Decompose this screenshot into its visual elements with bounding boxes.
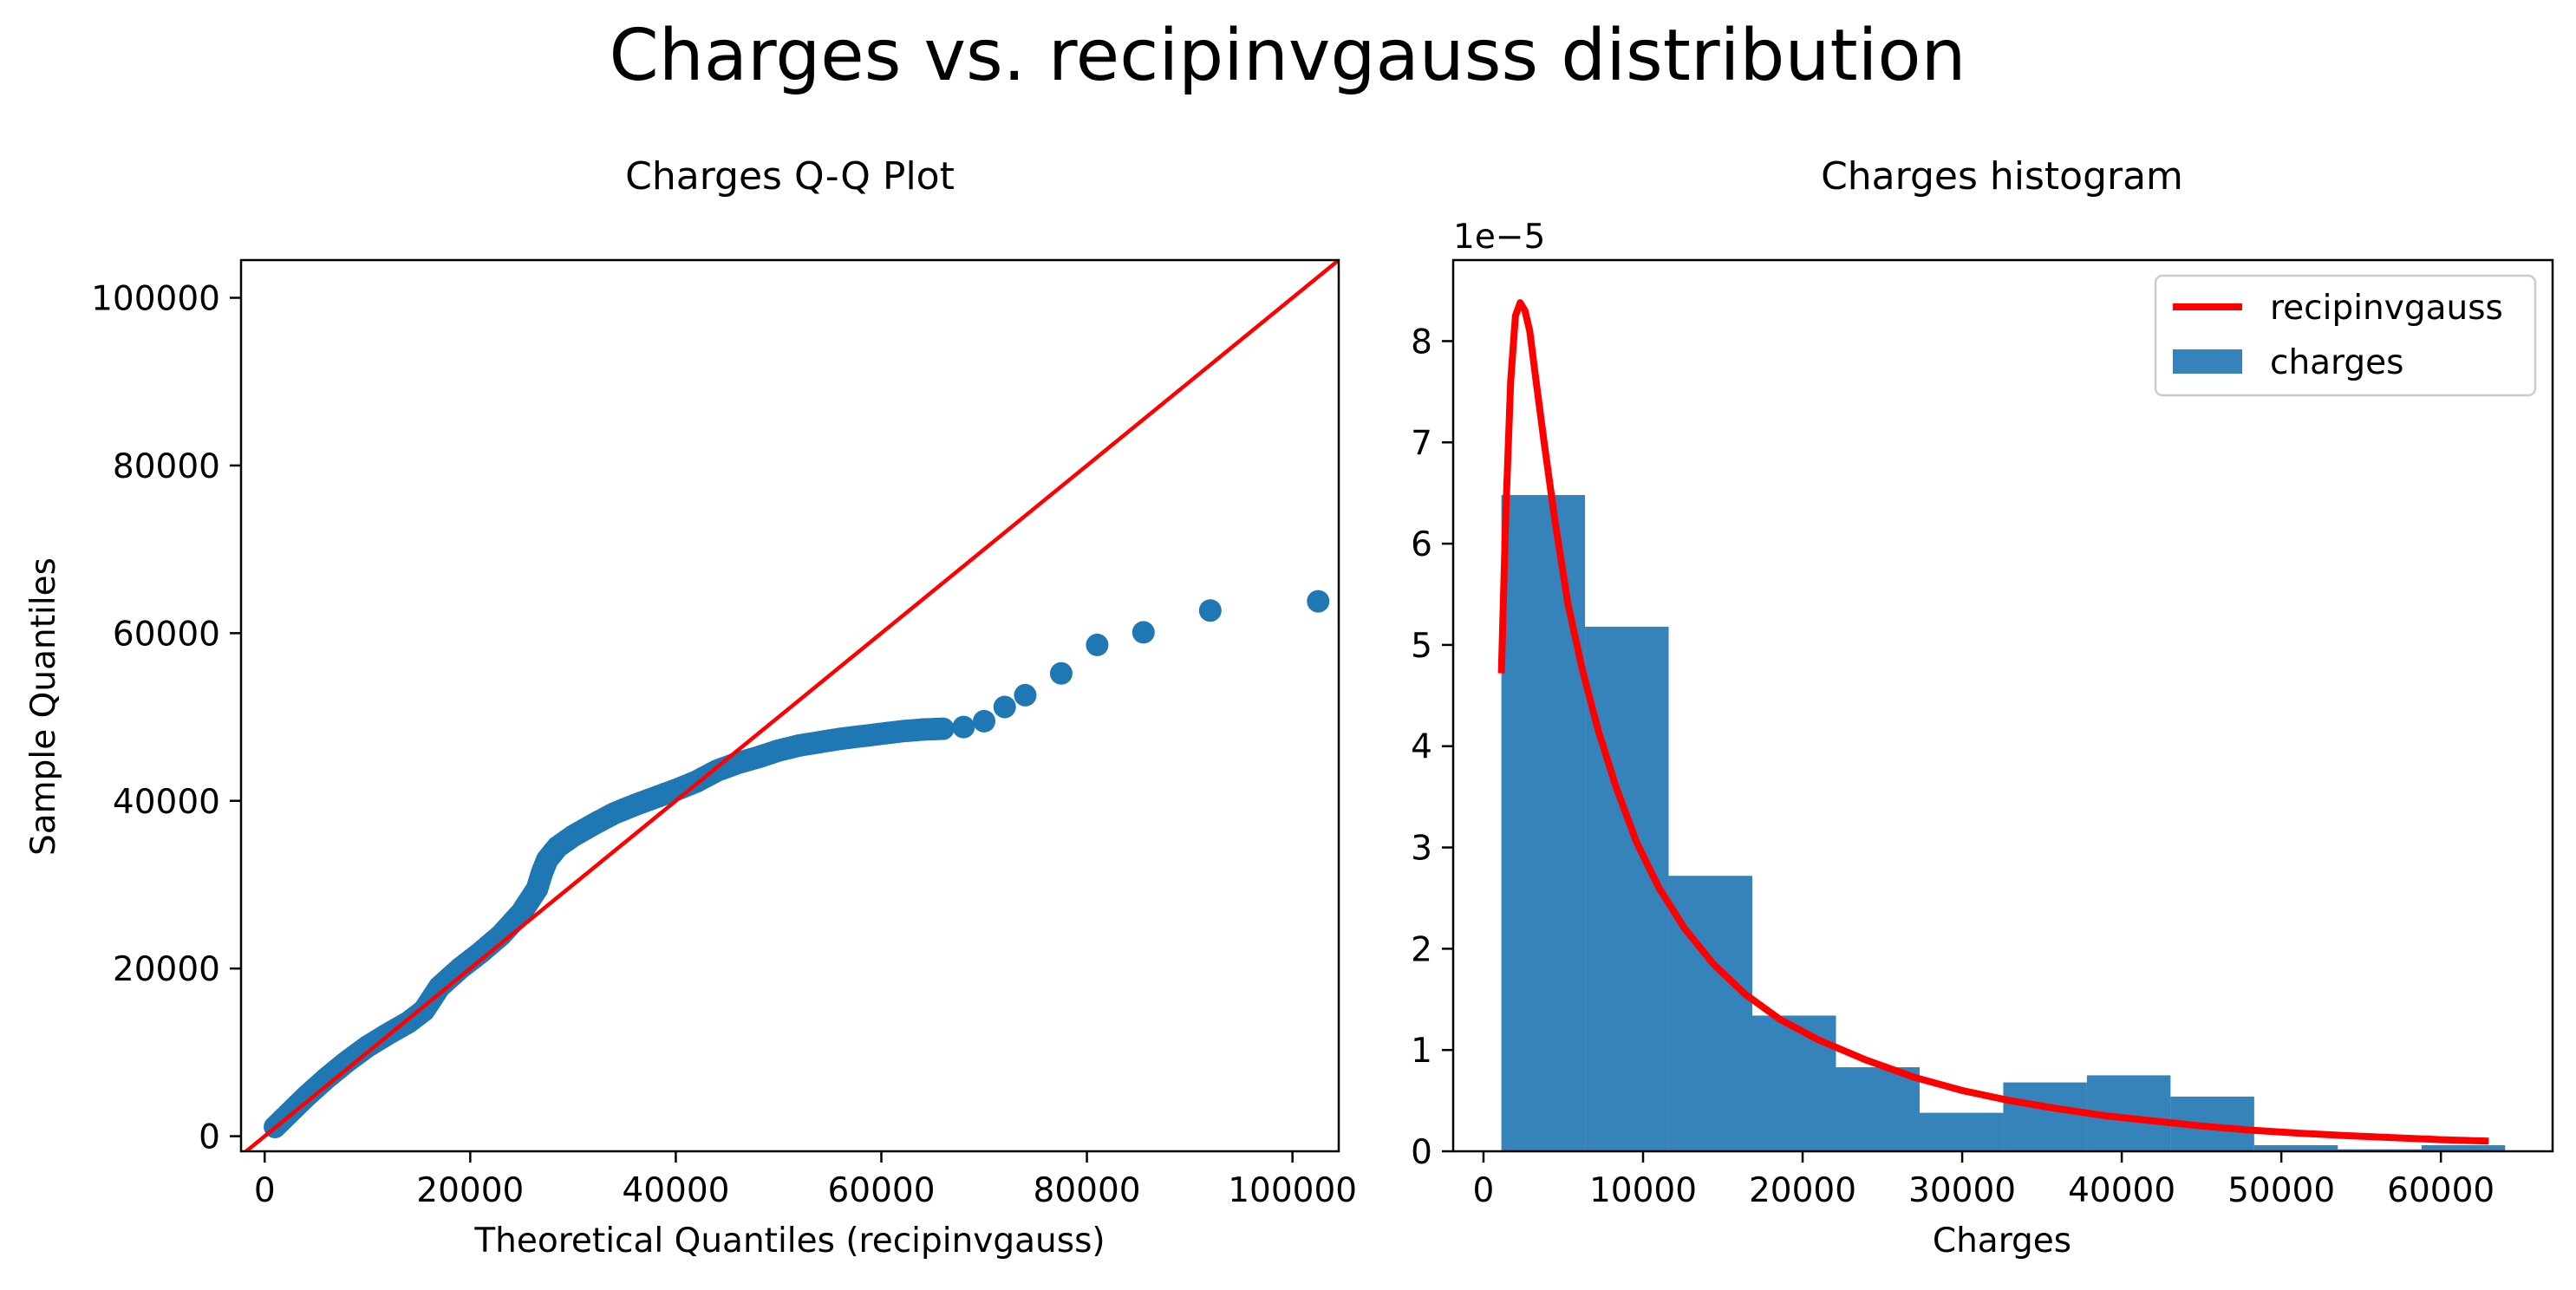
qq-plot-ylabel: Sample Quantiles — [24, 557, 63, 856]
legend-patch-swatch — [2173, 349, 2242, 374]
histogram-bar — [1585, 626, 1669, 1151]
histogram-axes: Charges histogram Charges 1e−5 0 10000 200… — [1411, 154, 2554, 1261]
qq-plot-xtick-label: 100000 — [1228, 1171, 1357, 1210]
qq-sample-point — [993, 695, 1016, 719]
histogram-ytick-label: 5 — [1411, 627, 1432, 666]
qq-plot-xtick-label: 80000 — [1034, 1171, 1141, 1210]
histogram-bar — [1752, 1015, 1836, 1151]
qq-plot-xtick-label: 20000 — [416, 1171, 524, 1210]
histogram-xlabel: Charges — [1933, 1222, 2071, 1261]
qq-plot-ytick-label: 80000 — [113, 447, 220, 486]
histogram-area — [1497, 299, 2506, 1151]
qq-sample-point — [952, 715, 975, 739]
histogram-xtick-label: 30000 — [1908, 1171, 2016, 1210]
legend-box — [2154, 274, 2537, 397]
qq-sample-point — [931, 717, 955, 740]
qq-sample-point — [1049, 661, 1073, 685]
histogram-ytick-label: 4 — [1411, 728, 1432, 767]
histogram-ytick-label: 7 — [1411, 424, 1432, 463]
legend-label: recipinvgauss — [2270, 289, 2503, 328]
histogram-xtick-label: 40000 — [2068, 1171, 2175, 1210]
histogram-frame — [1451, 258, 2554, 1153]
qq-plot-xtick-label: 40000 — [622, 1171, 729, 1210]
qq-plot-area — [243, 260, 1339, 1151]
histogram-bar — [1919, 1112, 2004, 1151]
histogram-ytick-label: 6 — [1411, 525, 1432, 564]
histogram-xtick-label: 50000 — [2227, 1171, 2335, 1210]
pdf-curve — [1497, 299, 2489, 1145]
histogram-scale-label: 1e−5 — [1453, 218, 1545, 257]
qq-plot-ytick-label: 100000 — [91, 280, 220, 319]
figure-suptitle: Charges vs. recipinvgauss distribution — [609, 15, 1966, 97]
qq-plot-xlabel: Theoretical Quantiles (recipinvgauss) — [473, 1222, 1105, 1261]
histogram-xtick-label: 20000 — [1749, 1171, 1856, 1210]
legend-label: charges — [2270, 343, 2403, 382]
qq-sample-point — [1131, 621, 1155, 644]
qq-sample-point — [1198, 599, 1222, 622]
qq-plot-axes: Charges Q-Q Plot Theoretical Quantiles (… — [24, 154, 1357, 1261]
qq-sample-point — [1307, 590, 1330, 613]
histogram-legend: recipinvgauss charges — [2154, 274, 2537, 397]
histogram-ytick-label: 1 — [1411, 1032, 1432, 1071]
histogram-xtick-label: 0 — [1473, 1171, 1495, 1210]
qq-plot-ytick-label: 20000 — [113, 950, 220, 989]
qq-sample-point — [1014, 683, 1037, 707]
histogram-bar — [2253, 1144, 2338, 1151]
histogram-ytick-label: 3 — [1411, 830, 1432, 869]
qq-sample-point — [1086, 633, 1109, 656]
histogram-bar — [2421, 1144, 2506, 1151]
qq-reference-line — [243, 260, 1339, 1151]
qq-plot-frame — [239, 258, 1340, 1153]
histogram-ytick-label: 0 — [1411, 1133, 1432, 1172]
qq-plot-title: Charges Q-Q Plot — [625, 154, 955, 199]
qq-plot-xtick-label: 0 — [254, 1171, 276, 1210]
qq-plot-ytick-label: 60000 — [113, 615, 220, 654]
qq-sample-point — [973, 709, 996, 733]
qq-plot-ytick-label: 0 — [199, 1118, 220, 1157]
qq-plot-ytick-label: 40000 — [113, 783, 220, 822]
histogram-title: Charges histogram — [1821, 154, 2183, 199]
histogram-ytick-label: 8 — [1411, 322, 1432, 362]
histogram-bar — [1501, 495, 1586, 1151]
histogram-xtick-label: 10000 — [1589, 1171, 1697, 1210]
histogram-xtick-label: 60000 — [2387, 1171, 2494, 1210]
histogram-ytick-label: 2 — [1411, 930, 1432, 969]
histogram-bar — [2003, 1082, 2087, 1151]
qq-plot-xtick-label: 60000 — [827, 1171, 935, 1210]
histogram-bar — [1836, 1067, 1920, 1151]
